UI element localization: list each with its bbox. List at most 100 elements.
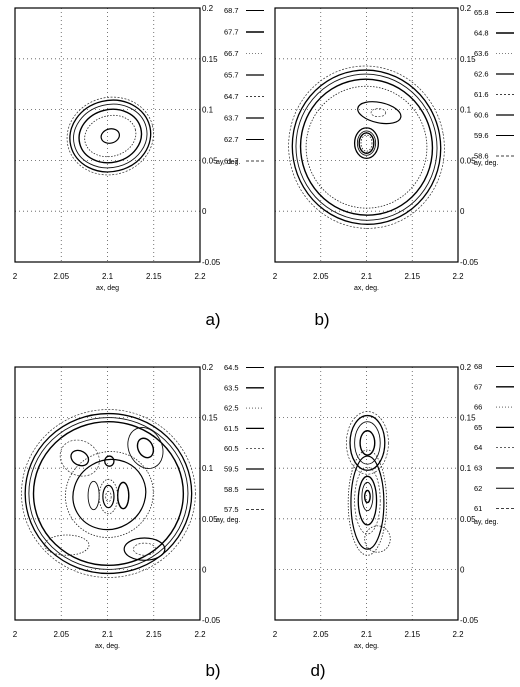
- contour-line: [370, 108, 387, 118]
- contour-line: [350, 455, 385, 550]
- contour-line: [69, 99, 152, 173]
- plot-frame: [274, 366, 459, 621]
- legend-level-label: 62.5: [224, 404, 239, 413]
- legend-level-label: 64.7: [224, 92, 239, 101]
- legend-level-label: 63.5: [224, 383, 239, 392]
- y-tick-label: 0.15: [460, 414, 476, 423]
- legend-level-label: 59.6: [474, 131, 489, 140]
- legend-level-label: 59.5: [224, 465, 239, 474]
- plot-frame: [14, 366, 201, 621]
- plot-frame: [14, 7, 201, 263]
- legend-level-label: 61.5: [224, 424, 239, 433]
- legend-level-label: 58.5: [224, 485, 239, 494]
- contour-line: [305, 85, 428, 209]
- x-tick-label: 2.15: [404, 630, 420, 639]
- contour-line: [102, 484, 115, 509]
- y-tick-label: 0.2: [202, 4, 214, 13]
- contour-line: [356, 130, 377, 156]
- legend-level-label: 64: [474, 443, 482, 452]
- y-tick-label: 0: [202, 565, 207, 574]
- y-tick-label: 0.05: [202, 515, 218, 524]
- x-axis-label: ax, deg.: [95, 643, 120, 650]
- contour-line: [357, 475, 378, 526]
- legend-level-label: 68.7: [224, 6, 239, 15]
- legend-level-label: 64.5: [224, 363, 239, 372]
- x-tick-label: 2.05: [313, 630, 329, 639]
- y-tick-label: 0.15: [460, 55, 476, 64]
- contour-line: [299, 78, 434, 216]
- contour-line: [70, 449, 90, 467]
- y-tick-label: 0.2: [460, 4, 472, 13]
- y-tick-label: 0: [460, 207, 465, 216]
- x-tick-label: 2: [13, 630, 18, 639]
- contour-group: [346, 411, 391, 556]
- contour-line: [359, 430, 376, 456]
- x-tick-label: 2.2: [194, 272, 206, 281]
- contour-line: [24, 412, 193, 575]
- contour-line: [84, 114, 137, 158]
- y-tick-label: 0.05: [202, 156, 218, 165]
- y-tick-label: 0: [460, 565, 465, 574]
- legend-level-label: 67.7: [224, 28, 239, 37]
- x-tick-label: 2.15: [404, 272, 420, 281]
- panel-caption: b): [205, 661, 220, 680]
- legend-level-label: 67: [474, 382, 482, 391]
- x-axis-label: ax, deg.: [354, 285, 379, 292]
- y-tick-label: -0.05: [460, 616, 479, 625]
- y-tick-label: 0.1: [202, 464, 214, 473]
- contour-line: [353, 127, 380, 160]
- x-tick-label: 2: [13, 272, 18, 281]
- legend-level-label: 63.6: [474, 49, 489, 58]
- x-tick-label: 2: [273, 630, 278, 639]
- contour-group: [21, 409, 196, 578]
- contour-line: [127, 427, 164, 469]
- y-tick-label: 0.05: [460, 156, 476, 165]
- legend-level-label: 60.6: [474, 111, 489, 120]
- contour-line: [360, 134, 373, 152]
- contour-line: [136, 437, 155, 459]
- panel-caption: a): [205, 310, 220, 329]
- contour-line: [44, 534, 90, 556]
- legend-level-label: 62: [474, 484, 482, 493]
- y-tick-label: 0.1: [460, 464, 472, 473]
- x-tick-label: 2.1: [361, 630, 373, 639]
- contour-line: [347, 449, 388, 556]
- x-tick-label: 2: [273, 272, 278, 281]
- legend-level-label: 66: [474, 403, 482, 412]
- legend-level-label: 65.7: [224, 71, 239, 80]
- y-tick-label: 0.15: [202, 414, 218, 423]
- contour-line: [133, 542, 156, 556]
- legend-level-label: 62.6: [474, 70, 489, 79]
- legend-level-label: 63: [474, 464, 482, 473]
- legend-level-label: 61.7: [224, 157, 239, 166]
- contour-line: [66, 96, 154, 176]
- contour-line: [21, 409, 196, 578]
- contour-line: [28, 417, 189, 570]
- contour-line: [361, 481, 374, 512]
- x-tick-label: 2.2: [452, 630, 464, 639]
- chart-panel-2: 2 2.05 2.1 2.15 2.2 ax, deg. 0.2 0.15 0.1 0.05 0 -0…: [273, 4, 514, 329]
- contour-line: [354, 466, 381, 535]
- x-tick-label: 2.2: [194, 630, 206, 639]
- contour-line: [123, 537, 166, 561]
- contour-line: [105, 491, 112, 502]
- y-tick-label: 0.2: [202, 363, 214, 372]
- legend-level-label: 62.7: [224, 135, 239, 144]
- contour-group: [288, 65, 445, 229]
- contour-line: [104, 455, 115, 467]
- x-tick-label: 2.2: [452, 272, 464, 281]
- contour-line: [98, 478, 119, 515]
- x-tick-label: 2.1: [361, 272, 373, 281]
- y-tick-label: 0.05: [460, 515, 476, 524]
- x-axis-label: ax, deg: [96, 285, 119, 292]
- x-tick-label: 2.15: [146, 272, 162, 281]
- plot-frame: [274, 7, 459, 263]
- legend-level-label: 68: [474, 362, 482, 371]
- contour-group: [66, 96, 154, 176]
- x-tick-label: 2.15: [146, 630, 162, 639]
- x-tick-label: 2.05: [53, 272, 69, 281]
- y-tick-label: -0.05: [460, 258, 479, 267]
- x-tick-label: 2.1: [102, 272, 114, 281]
- contour-line: [59, 439, 100, 477]
